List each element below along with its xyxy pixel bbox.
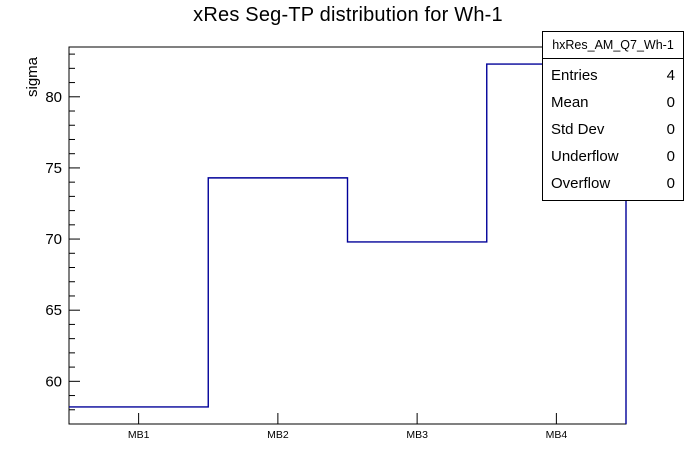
stat-label: Entries: [551, 67, 598, 84]
x-tick-label: MB4: [546, 429, 568, 441]
x-tick-label: MB2: [267, 429, 289, 441]
stats-box-title: hxRes_AM_Q7_Wh-1: [543, 32, 683, 59]
stat-value: 4: [666, 67, 675, 84]
y-tick-label: 65: [45, 302, 62, 319]
stats-box: hxRes_AM_Q7_Wh-1 Entries 4 Mean 0 Std Dev 0 Un…: [542, 31, 684, 201]
stats-row: Underflow 0: [543, 143, 683, 170]
y-tick-label: 60: [45, 373, 62, 390]
stat-label: Underflow: [551, 148, 619, 165]
stats-row: Overflow 0: [543, 170, 683, 197]
y-tick-label: 70: [45, 231, 62, 248]
y-tick-label: 80: [45, 89, 62, 106]
x-tick-label: MB3: [406, 429, 428, 441]
stat-value: 0: [666, 94, 675, 111]
stats-row: Mean 0: [543, 89, 683, 116]
stat-value: 0: [666, 121, 675, 138]
x-tick-label: MB1: [128, 429, 150, 441]
y-tick-label: 75: [45, 160, 62, 177]
stats-row: Std Dev 0: [543, 116, 683, 143]
stat-value: 0: [666, 175, 675, 192]
stats-row: Entries 4: [543, 62, 683, 89]
stat-label: Mean: [551, 94, 589, 111]
stat-value: 0: [666, 148, 675, 165]
stat-label: Std Dev: [551, 121, 605, 138]
chart-title: xRes Seg-TP distribution for Wh-1: [193, 4, 503, 26]
stat-label: Overflow: [551, 175, 611, 192]
stats-rows: Entries 4 Mean 0 Std Dev 0 Underflow 0 Overflow 0: [543, 59, 683, 200]
